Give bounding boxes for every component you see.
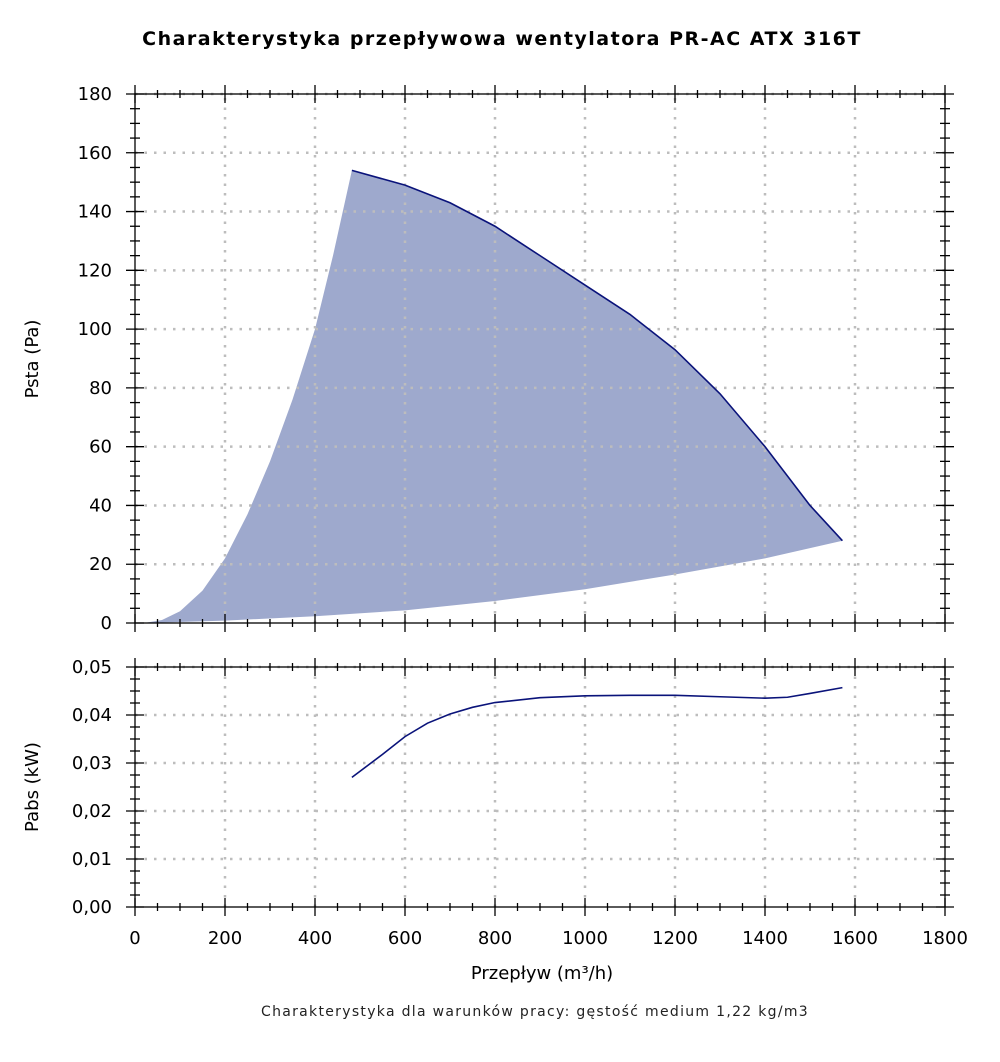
y-tick-label: 140 — [78, 202, 112, 223]
x-axis-label: Przepływ (m³/h) — [471, 963, 613, 984]
y-tick-label: 180 — [78, 84, 112, 105]
y-axis-label-pabs: Pabs (kW) — [22, 742, 43, 832]
x-tick-label: 1800 — [922, 928, 968, 949]
y-tick-label: 0,01 — [72, 849, 112, 870]
y-tick-label: 20 — [89, 554, 112, 575]
y-tick-label: 0,05 — [72, 657, 112, 678]
x-tick-label: 800 — [478, 928, 512, 949]
y-tick-label: 0,03 — [72, 753, 112, 774]
y-tick-label: 80 — [89, 378, 112, 399]
footer-note: Charakterystyka dla warunków pracy: gęst… — [261, 1004, 809, 1020]
y-tick-label: 0 — [101, 613, 112, 634]
y-axis-label-psta: Psta (Pa) — [22, 320, 43, 399]
x-tick-label: 1600 — [832, 928, 878, 949]
y-tick-label: 60 — [89, 437, 112, 458]
y-tick-label: 120 — [78, 260, 112, 281]
chart-title: Charakterystyka przepływowa wentylatora … — [142, 28, 862, 50]
x-tick-label: 0 — [129, 928, 140, 949]
y-tick-label: 40 — [89, 495, 112, 516]
x-tick-label: 400 — [298, 928, 332, 949]
plot-frame — [134, 666, 946, 908]
y-tick-label: 0,04 — [72, 705, 112, 726]
series-line-max — [351, 169, 843, 542]
x-tick-label: 1200 — [652, 928, 698, 949]
x-tick-label: 200 — [208, 928, 242, 949]
x-tick-label: 600 — [388, 928, 422, 949]
plot-panel-2: 0,00 0,01 0,02 0,03 0,04 0,05 0 200 400 600 800 100… — [72, 657, 968, 949]
x-tick-label: 1400 — [742, 928, 788, 949]
x-tick-label: 1000 — [562, 928, 608, 949]
y-tick-label: 0,02 — [72, 801, 112, 822]
y-tick-label: 160 — [78, 143, 112, 164]
plot-panel-1: 0 20 40 60 80 100 120 140 160 180 — [78, 84, 954, 634]
y-tick-label: 100 — [78, 319, 112, 340]
series-line-pabs — [351, 686, 843, 779]
operating-area — [144, 170, 843, 623]
y-tick-label: 0,00 — [72, 897, 112, 918]
